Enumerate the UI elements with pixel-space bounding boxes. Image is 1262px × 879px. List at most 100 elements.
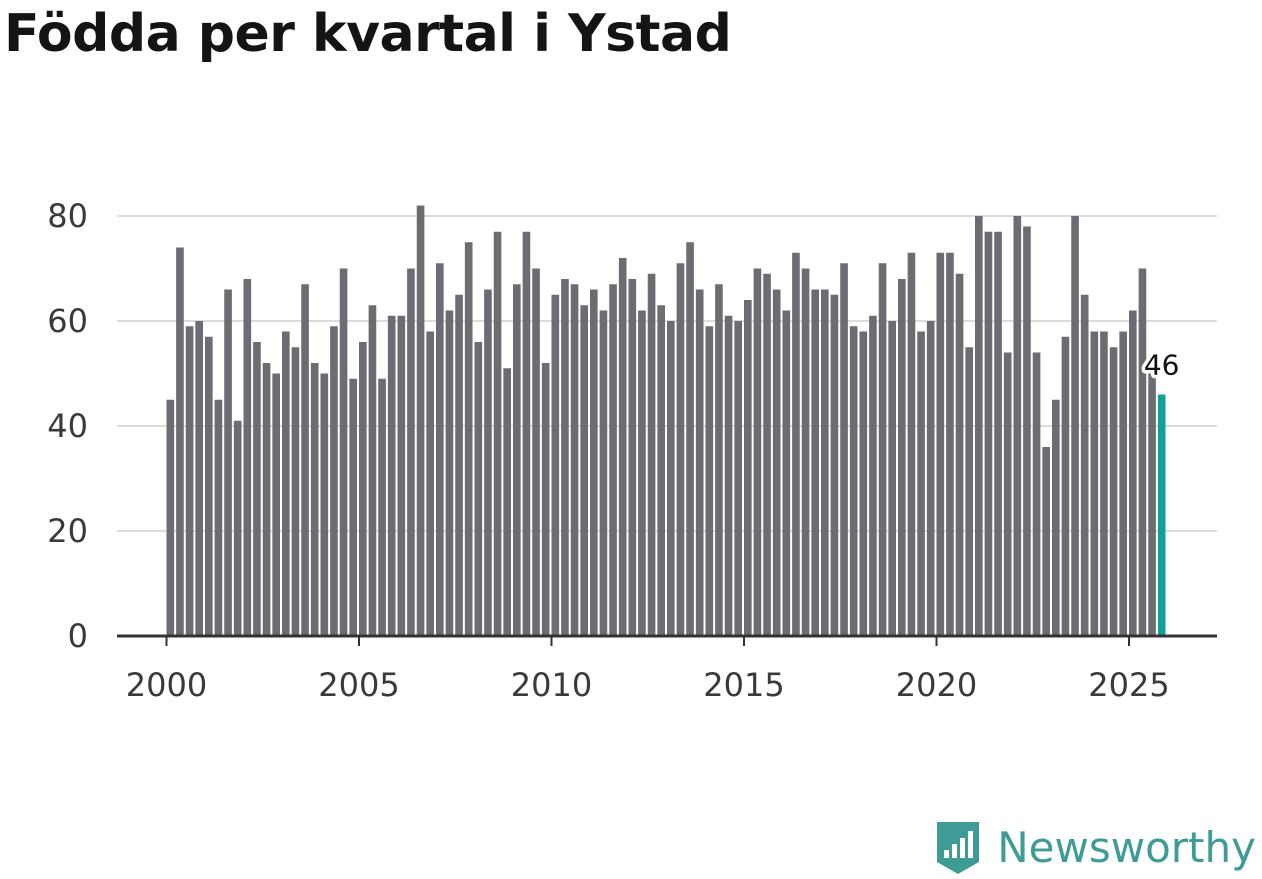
bar (243, 279, 252, 636)
bar (513, 284, 521, 636)
bar (205, 336, 213, 636)
bar (368, 305, 377, 636)
bar (917, 331, 925, 636)
bar (926, 321, 935, 636)
newsworthy-logo-icon (937, 822, 980, 874)
bar (1032, 352, 1041, 636)
bar (1129, 310, 1137, 636)
bar (1071, 216, 1079, 636)
bars (166, 205, 1166, 636)
bar (763, 273, 771, 636)
bar (590, 289, 598, 636)
bar (686, 242, 694, 636)
bar (580, 305, 588, 636)
bar (965, 347, 973, 636)
bar (493, 231, 502, 636)
annotations: 46 (1140, 345, 1183, 385)
bar (541, 363, 550, 636)
y-axis-ticks: 0 20 40 60 80 (47, 197, 88, 655)
bar (1080, 294, 1089, 636)
bar (464, 242, 473, 636)
bar (445, 310, 454, 636)
bar (551, 294, 560, 636)
bar (301, 284, 309, 636)
brand-name: Newsworthy (997, 822, 1256, 872)
bar (310, 363, 319, 636)
bar (1109, 347, 1118, 636)
bar (416, 205, 425, 636)
bar (378, 378, 386, 636)
bar (955, 273, 964, 636)
bar (1052, 399, 1060, 636)
x-tick-label: 2025 (1088, 666, 1169, 704)
bar-highlight (1157, 394, 1166, 636)
bar (772, 289, 781, 636)
bar (705, 326, 714, 636)
bar (233, 420, 242, 636)
bar (676, 263, 685, 636)
y-tick-label: 60 (47, 302, 88, 340)
y-tick-label: 80 (47, 197, 88, 235)
bar (359, 342, 367, 636)
bar (474, 342, 483, 636)
bar (484, 289, 492, 636)
bar (878, 263, 887, 636)
bar (734, 321, 742, 636)
bar (1061, 336, 1070, 636)
bar (1013, 216, 1022, 636)
bar (224, 289, 232, 636)
bar (936, 252, 945, 636)
chart-title: Födda per kvartal i Ystad (4, 4, 732, 64)
y-tick-label: 0 (68, 617, 88, 655)
y-tick-label: 40 (47, 407, 88, 445)
bar (975, 216, 983, 636)
bar (214, 399, 223, 636)
bar (320, 373, 329, 636)
bar (994, 231, 1002, 636)
bar (715, 284, 723, 636)
bar (888, 321, 896, 636)
brand: Newsworthy (933, 818, 1256, 876)
y-tick-label: 20 (47, 512, 88, 550)
x-tick-label: 2015 (703, 666, 784, 704)
bar (282, 331, 290, 636)
x-tick-label: 2010 (511, 666, 592, 704)
bar (618, 258, 627, 636)
bar (330, 326, 338, 636)
bar (561, 279, 569, 636)
bar (830, 294, 839, 636)
bar (1003, 352, 1012, 636)
bar (455, 294, 463, 636)
bar (849, 326, 858, 636)
bar (628, 279, 637, 636)
bar (1023, 226, 1031, 636)
bar (1119, 331, 1127, 636)
bar (753, 268, 762, 636)
bar (1148, 373, 1156, 636)
x-tick-label: 2005 (318, 666, 399, 704)
bar (1090, 331, 1099, 636)
bar (907, 252, 916, 636)
bar (821, 289, 829, 636)
bar (436, 263, 444, 636)
bar (811, 289, 819, 636)
bar (869, 315, 877, 636)
bar (946, 252, 954, 636)
bar (291, 347, 300, 636)
bar (387, 315, 396, 636)
bar (898, 279, 906, 636)
bar (570, 284, 579, 636)
bar (349, 378, 357, 636)
bar (195, 321, 203, 636)
last-value-label: 46 (1144, 349, 1180, 382)
bar (599, 310, 608, 636)
bar (262, 363, 271, 636)
bar (647, 273, 656, 636)
bar (657, 305, 665, 636)
bar (253, 342, 261, 636)
bar (984, 231, 993, 636)
bar (744, 300, 752, 636)
bar (609, 284, 617, 636)
x-tick-label: 2000 (126, 666, 207, 704)
